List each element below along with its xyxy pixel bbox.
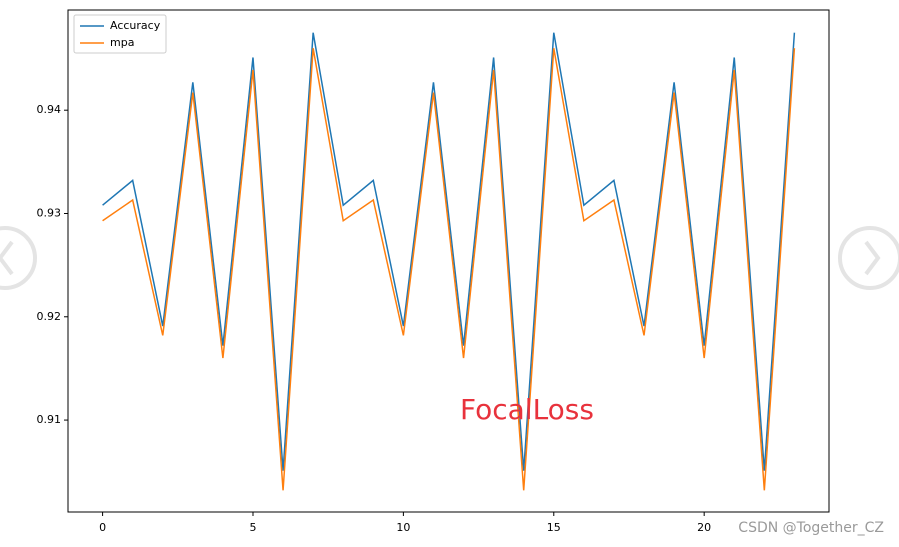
data-line bbox=[102, 48, 796, 491]
next-arrow bbox=[864, 240, 881, 276]
axes-frame bbox=[67, 9, 830, 513]
y-tick-label: 0.94 bbox=[37, 103, 62, 116]
x-tick-label: 15 bbox=[547, 521, 561, 534]
next-button[interactable] bbox=[838, 226, 899, 290]
y-tick-label: 0.93 bbox=[37, 206, 62, 219]
legend-label: Accuracy bbox=[110, 19, 161, 32]
x-tick-label: 10 bbox=[396, 521, 410, 534]
x-tick-label: 0 bbox=[99, 521, 106, 534]
x-tick-label: 20 bbox=[697, 521, 711, 534]
data-line bbox=[102, 32, 796, 471]
watermark: CSDN @Together_CZ bbox=[738, 520, 884, 536]
annotation: FocalLoss bbox=[460, 393, 594, 426]
prev-arrow bbox=[0, 240, 14, 276]
y-tick-label: 0.91 bbox=[37, 413, 62, 426]
y-tick-label: 0.92 bbox=[37, 310, 62, 323]
prev-button[interactable] bbox=[0, 226, 37, 290]
plot-area: 0 5 10 15 20 0.91 0.92 0.93 0.94 Accuracy mpa bbox=[37, 9, 830, 534]
legend-label: mpa bbox=[110, 36, 134, 49]
x-tick-label: 5 bbox=[249, 521, 256, 534]
